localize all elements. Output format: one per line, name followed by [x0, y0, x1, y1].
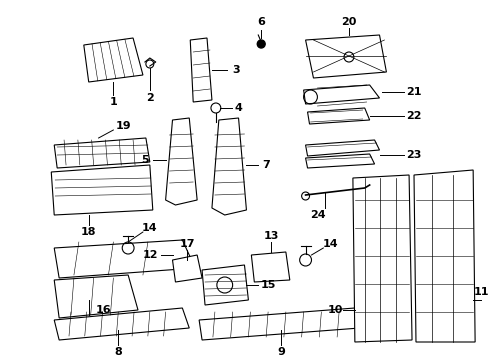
- Text: 21: 21: [406, 87, 421, 97]
- Text: 2: 2: [145, 93, 153, 103]
- Text: 15: 15: [260, 280, 275, 290]
- Polygon shape: [165, 118, 197, 205]
- Polygon shape: [172, 255, 202, 282]
- Text: 14: 14: [142, 223, 157, 233]
- Polygon shape: [211, 118, 246, 215]
- Polygon shape: [305, 140, 379, 156]
- Polygon shape: [51, 165, 152, 215]
- Text: 8: 8: [114, 347, 122, 357]
- Text: 22: 22: [406, 111, 421, 121]
- Text: 20: 20: [341, 17, 356, 27]
- Polygon shape: [305, 154, 374, 168]
- Polygon shape: [54, 240, 195, 278]
- Text: 13: 13: [263, 231, 278, 241]
- Text: 16: 16: [96, 305, 111, 315]
- Polygon shape: [251, 252, 289, 282]
- Polygon shape: [202, 265, 248, 305]
- Polygon shape: [54, 138, 149, 168]
- Text: 18: 18: [81, 227, 96, 237]
- Polygon shape: [352, 175, 411, 342]
- Text: 24: 24: [310, 210, 325, 220]
- Polygon shape: [190, 38, 211, 102]
- Text: 17: 17: [179, 239, 195, 249]
- Text: 12: 12: [143, 250, 158, 260]
- Polygon shape: [413, 170, 474, 342]
- Text: 1: 1: [109, 97, 117, 107]
- Text: 3: 3: [232, 65, 240, 75]
- Polygon shape: [307, 108, 369, 124]
- Polygon shape: [83, 38, 142, 82]
- Polygon shape: [54, 275, 138, 318]
- Text: 11: 11: [472, 287, 488, 297]
- Text: 7: 7: [262, 160, 269, 170]
- Text: 6: 6: [257, 17, 264, 27]
- Text: 10: 10: [327, 305, 342, 315]
- Text: 4: 4: [234, 103, 242, 113]
- Polygon shape: [305, 35, 386, 78]
- Text: 19: 19: [115, 121, 131, 131]
- Polygon shape: [303, 85, 379, 104]
- Text: 9: 9: [276, 347, 285, 357]
- Circle shape: [257, 40, 264, 48]
- Text: 23: 23: [406, 150, 421, 160]
- Text: 14: 14: [322, 239, 337, 249]
- Polygon shape: [54, 308, 189, 340]
- Text: 5: 5: [141, 155, 148, 165]
- Polygon shape: [199, 308, 359, 340]
